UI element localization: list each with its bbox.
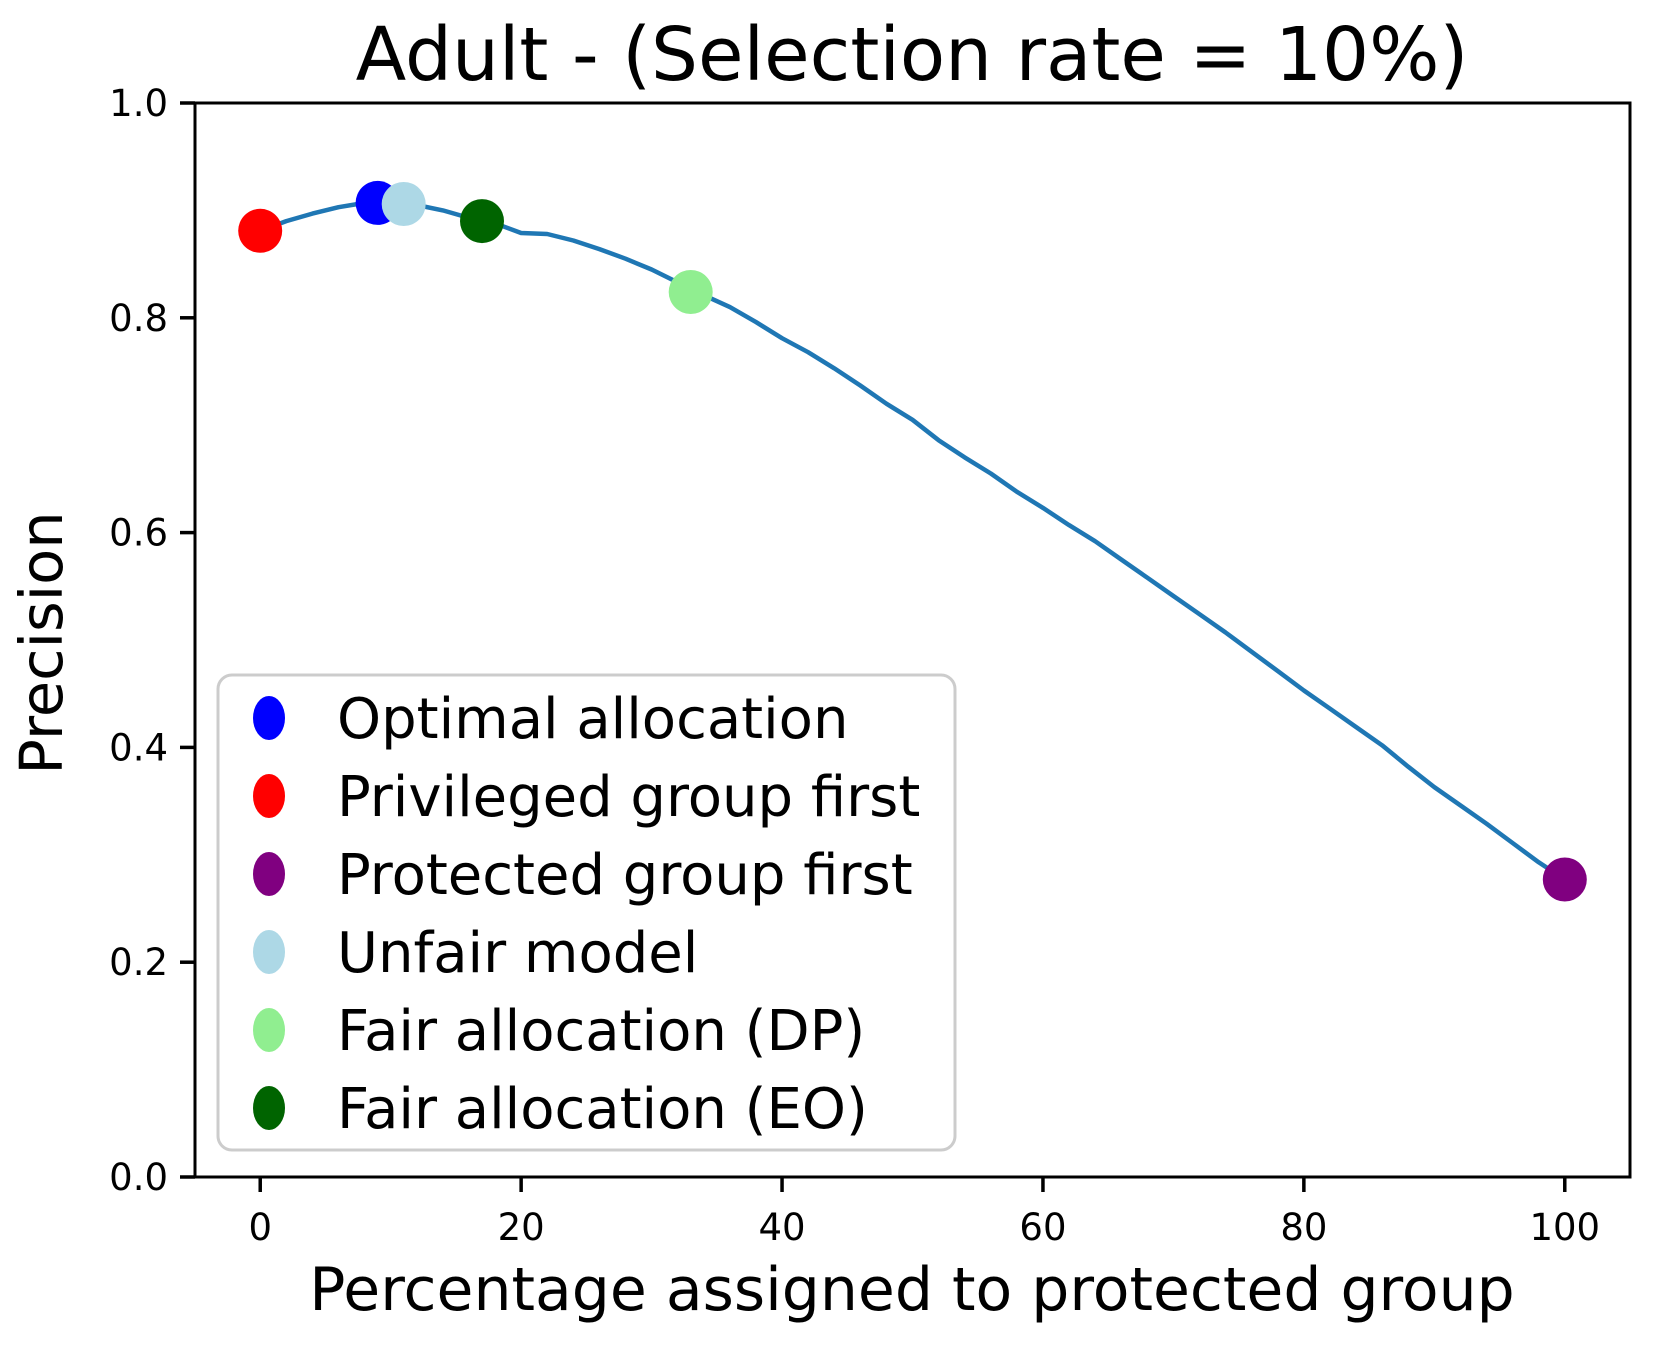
y-tick-label: 0.4 — [109, 726, 168, 769]
legend-entry: Optimal allocation — [253, 687, 848, 752]
y-tick-label: 0.8 — [109, 297, 168, 340]
legend-marker-icon — [253, 696, 285, 740]
legend-entry: Protected group first — [253, 843, 913, 908]
chart-title: Adult - (Selection rate = 10%) — [356, 12, 1469, 98]
legend-marker-icon — [253, 930, 285, 974]
marker-fair-allocation-eo- — [460, 199, 504, 244]
marker-protected-group-first — [1542, 857, 1587, 902]
legend-entry: Privileged group first — [253, 765, 920, 830]
x-axis-label: Percentage assigned to protected group — [309, 1255, 1514, 1325]
y-tick-label: 0.2 — [109, 941, 168, 984]
legend-label: Fair allocation (EO) — [337, 1077, 868, 1142]
y-tick-label: 0.0 — [109, 1156, 168, 1199]
legend-marker-icon — [253, 1008, 285, 1052]
x-tick-label: 0 — [248, 1206, 272, 1249]
plot-area: 0 20 40 60 80 100 0.0 0.2 0.4 0.6 0.8 1.0 — [109, 82, 1600, 1249]
y-tick-label: 1.0 — [109, 82, 168, 125]
y-axis-label: Precision — [7, 511, 76, 774]
x-tick-label: 40 — [758, 1206, 805, 1249]
legend-marker-icon — [253, 852, 285, 896]
legend-entry: Unfair model — [253, 921, 698, 986]
legend-label: Optimal allocation — [337, 687, 848, 752]
legend-marker-icon — [253, 774, 285, 818]
y-tick-label: 0.6 — [109, 512, 168, 555]
marker-fair-allocation-dp- — [668, 270, 713, 314]
legend-entry: Fair allocation (DP) — [253, 999, 865, 1064]
plot-border — [193, 101, 1632, 1179]
x-tick-label: 20 — [498, 1206, 545, 1249]
legend: Optimal allocation Privileged group first… — [216, 673, 957, 1152]
marker-privileged-group-first — [238, 208, 283, 253]
legend-label: Protected group first — [337, 843, 913, 908]
marker-unfair-model — [381, 182, 426, 226]
legend-label: Fair allocation (DP) — [337, 999, 865, 1064]
x-tick-label: 80 — [1280, 1206, 1327, 1249]
legend-marker-icon — [253, 1086, 285, 1130]
legend-box — [216, 673, 957, 1152]
legend-label: Privileged group first — [337, 765, 920, 830]
x-tick-label: 60 — [1019, 1206, 1066, 1249]
legend-label: Unfair model — [337, 921, 698, 986]
legend-entry: Fair allocation (EO) — [253, 1077, 868, 1142]
x-tick-label: 100 — [1529, 1206, 1600, 1249]
